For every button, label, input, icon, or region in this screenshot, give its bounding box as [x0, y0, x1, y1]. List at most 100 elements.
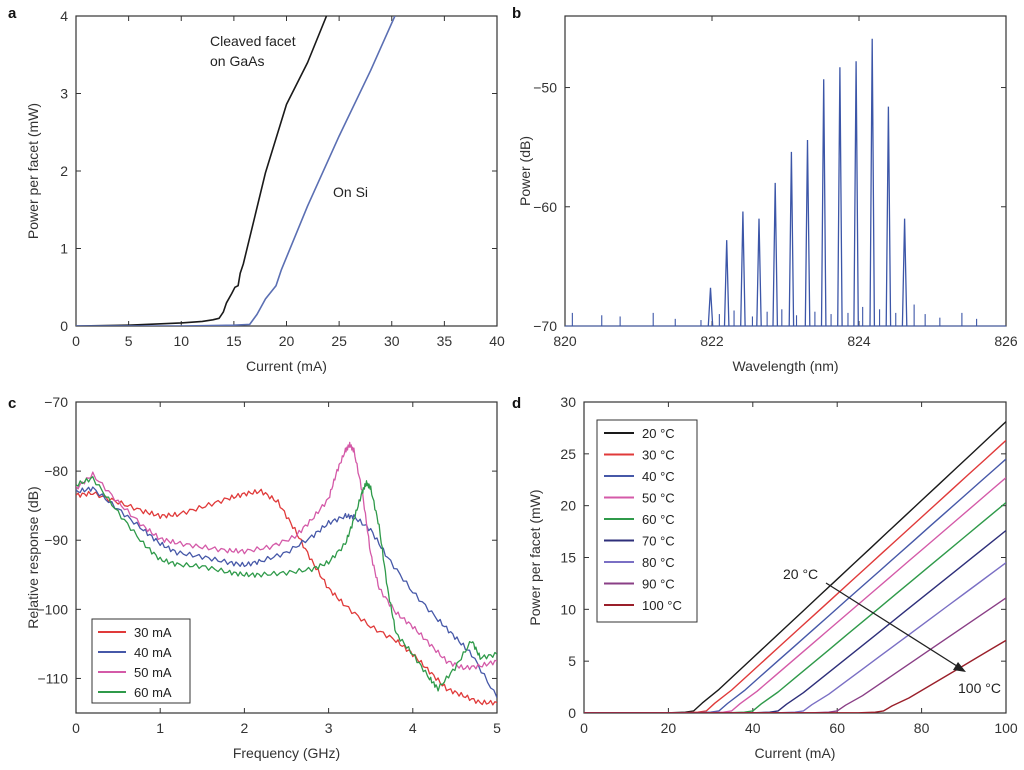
annotation-on-gaas: on GaAs [210, 53, 264, 69]
spectral-peak [740, 211, 746, 327]
y-tick-label: 25 [560, 446, 576, 462]
series-line-4 [584, 502, 1006, 713]
y-tick-label: −50 [533, 80, 557, 96]
y-tick-label: 5 [568, 653, 576, 669]
y-axis-label: Power per facet (mW) [527, 489, 543, 625]
series-line-3 [76, 476, 497, 692]
y-tick-label: 20 [560, 498, 576, 514]
legend-label: 70 °C [642, 534, 675, 549]
x-tick-label: 30 [384, 333, 400, 349]
series-line-6 [584, 562, 1006, 713]
temperature-arrow [825, 582, 966, 672]
x-tick-label: 40 [489, 333, 505, 349]
x-tick-label: 820 [553, 333, 577, 349]
x-tick-label: 0 [72, 333, 80, 349]
x-tick-label: 35 [437, 333, 453, 349]
legend-label: 90 °C [642, 577, 675, 592]
legend: 30 mA 40 mA 50 mA 60 mA [91, 618, 191, 704]
y-tick-label: 3 [60, 86, 68, 102]
x-tick-label: 15 [226, 333, 242, 349]
spectral-peak [837, 67, 843, 327]
series-line-5 [584, 529, 1006, 713]
panel-a: a 0 5 10 15 20 25 30 35 40 0 1 2 3 4 Current (mA) Power … [8, 5, 505, 374]
legend-label: 30 mA [134, 625, 172, 640]
x-tick-label: 2 [241, 720, 249, 736]
legend-label: 20 °C [642, 426, 675, 441]
series-group [584, 421, 1006, 713]
series-line-1 [76, 486, 497, 699]
plot-frame [564, 15, 1007, 327]
y-tick-label: 0 [568, 705, 576, 721]
panel-letter: c [8, 395, 16, 412]
x-tick-label: 25 [331, 333, 347, 349]
spectrum-group [565, 38, 1006, 327]
legend: 20 °C 30 °C 40 °C 50 °C 60 °C 70 °C 80 °C 90 °C… [596, 419, 698, 623]
y-tick-label: 0 [60, 318, 68, 334]
x-tick-label: 826 [994, 333, 1018, 349]
series-line-3 [584, 477, 1006, 713]
x-tick-label: 822 [700, 333, 724, 349]
series-line-0 [76, 488, 497, 706]
y-tick-label: −110 [38, 670, 69, 686]
x-tick-label: 824 [847, 333, 871, 349]
y-tick-label: 30 [560, 394, 576, 410]
y-tick-label: 2 [60, 163, 68, 179]
spectral-peak [804, 139, 811, 327]
annotation-on-si: On Si [333, 184, 368, 200]
x-tick-label: 0 [72, 720, 80, 736]
panel-letter: b [512, 5, 521, 22]
legend-label: 50 °C [642, 491, 675, 506]
x-tick-label: 60 [829, 720, 845, 736]
spectral-peak [885, 106, 892, 327]
y-tick-label: 4 [60, 8, 68, 24]
y-tick-label: 15 [560, 550, 576, 566]
series-line-7 [584, 597, 1006, 713]
x-tick-label: 1 [156, 720, 164, 736]
x-tick-label: 3 [325, 720, 333, 736]
x-tick-label: 20 [661, 720, 677, 736]
y-axis-label: Power (dB) [517, 136, 533, 206]
spectral-peak [788, 151, 795, 327]
y-tick-label: −60 [533, 199, 557, 215]
series-line-8 [584, 639, 1006, 713]
x-tick-label: 80 [914, 720, 930, 736]
series-line-0 [76, 16, 328, 326]
spectral-peak [756, 218, 762, 327]
legend-label: 100 °C [642, 598, 682, 613]
spectral-peak [820, 79, 827, 327]
spectral-peak [772, 182, 779, 327]
y-tick-label: 10 [560, 601, 576, 617]
x-tick-label: 100 [994, 720, 1018, 736]
plot-frame [75, 15, 498, 327]
series-group [76, 16, 396, 326]
y-axis-label: Relative response (dB) [25, 486, 41, 628]
x-axis-label: Current (mA) [755, 745, 836, 761]
x-tick-label: 4 [409, 720, 417, 736]
x-tick-label: 10 [173, 333, 189, 349]
series-line-1 [584, 439, 1006, 713]
annotation-20c: 20 °C [783, 566, 818, 582]
series-line-2 [584, 458, 1006, 713]
y-axis-label: Power per facet (mW) [25, 103, 41, 239]
legend-label: 60 mA [134, 685, 172, 700]
spectral-peak [707, 287, 714, 327]
panel-b: b 820 822 824 826 −70 −60 −50 Wavelength (nm) Pow… [512, 5, 1018, 374]
plot-frame [75, 401, 498, 714]
arrow-line [825, 582, 961, 669]
spectral-peak [723, 240, 730, 327]
legend-label: 30 °C [642, 448, 675, 463]
spectral-peak [869, 38, 876, 327]
annotation-100c: 100 °C [958, 680, 1001, 696]
x-tick-label: 5 [125, 333, 133, 349]
x-axis-label: Frequency (GHz) [233, 745, 340, 761]
y-tick-label: −70 [533, 318, 557, 334]
series-group [76, 441, 497, 706]
spectral-peak [901, 218, 908, 327]
panel-letter: a [8, 5, 17, 22]
panel-c: c 0 1 2 3 4 5 −110 −100 −90 −80 −70 Frequency (GHz) R… [8, 394, 501, 761]
y-tick-label: −70 [44, 394, 68, 410]
series-line-2 [76, 441, 497, 671]
series-line-0 [584, 421, 1006, 713]
y-tick-label: −100 [36, 601, 68, 617]
